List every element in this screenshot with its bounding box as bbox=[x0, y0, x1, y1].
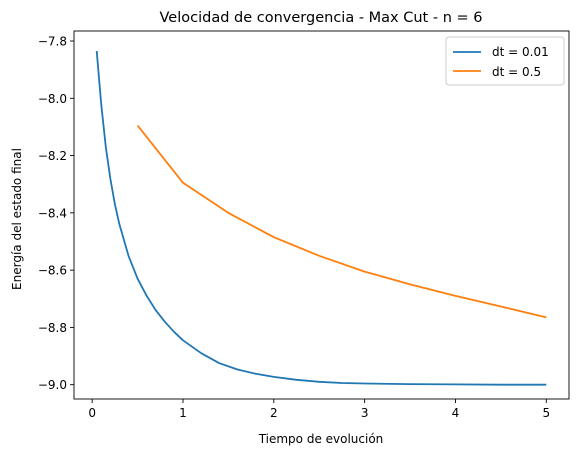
x-tick-label: 5 bbox=[542, 406, 550, 420]
series-line-dt=0.5 bbox=[136, 124, 547, 319]
y-axis-label: Energía del estado final bbox=[10, 148, 24, 290]
x-tick-label: 2 bbox=[270, 406, 278, 420]
x-tick-label: 4 bbox=[452, 406, 460, 420]
y-tick-label: −8.6 bbox=[38, 264, 67, 278]
series-line-dt=0.01 bbox=[95, 50, 547, 386]
x-tick-label: 0 bbox=[88, 406, 96, 420]
x-tick-label: 1 bbox=[179, 406, 187, 420]
y-tick-label: −9.0 bbox=[38, 378, 67, 392]
plot-area bbox=[73, 30, 570, 400]
y-tick-label: −7.8 bbox=[38, 35, 67, 49]
legend-label-dt-0.5: dt = 0.5 bbox=[492, 65, 541, 79]
y-tick-label: −8.4 bbox=[38, 206, 67, 220]
y-axis: −7.8 −8.0 −8.2 −8.4 −8.6 −8.8 −9.0 bbox=[38, 35, 74, 392]
y-tick-label: −8.0 bbox=[38, 92, 67, 106]
legend-frame bbox=[445, 36, 565, 86]
y-tick-label: −8.2 bbox=[38, 149, 67, 163]
chart-title: Velocidad de convergencia - Max Cut - n … bbox=[160, 10, 483, 26]
x-axis-label: Tiempo de evolución bbox=[258, 432, 384, 446]
series-layer bbox=[95, 50, 547, 386]
x-axis: 0 1 2 3 4 5 bbox=[88, 399, 550, 420]
plot-frame bbox=[73, 30, 570, 400]
y-tick-label: −8.8 bbox=[38, 321, 67, 335]
legend: dt = 0.01 dt = 0.5 bbox=[445, 36, 565, 86]
x-tick-label: 3 bbox=[361, 406, 369, 420]
legend-label-dt-0.01: dt = 0.01 bbox=[492, 45, 549, 59]
